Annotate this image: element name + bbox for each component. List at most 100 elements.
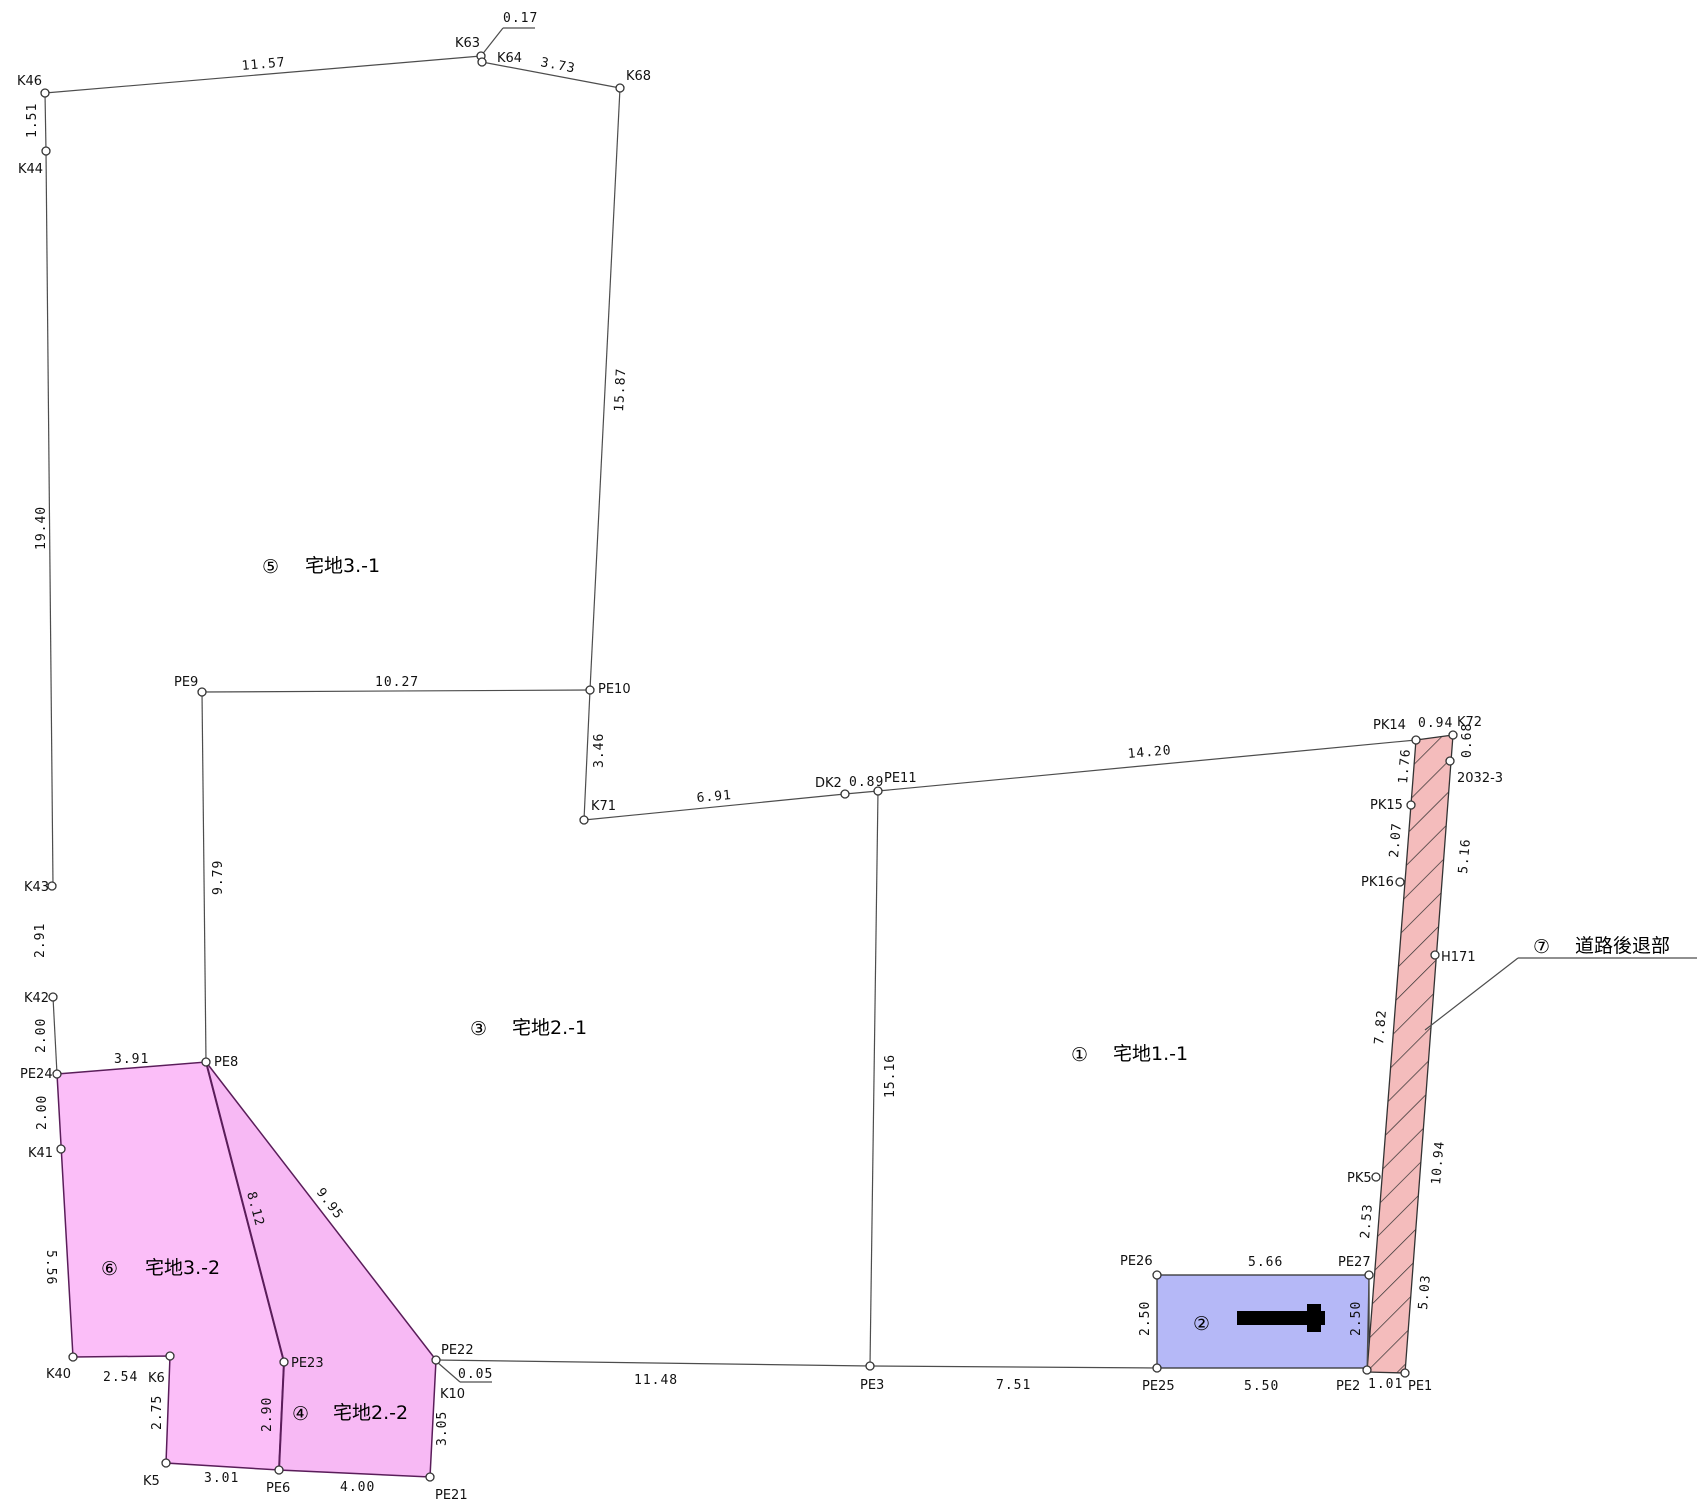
parcel-1-label: 宅地1.-1: [1113, 1043, 1188, 1065]
point-marker: [56, 1144, 66, 1154]
point-label-K72: K72: [1457, 715, 1482, 730]
point-label-PE3: PE3: [860, 1378, 884, 1393]
point-label-2032-3: 2032-3: [1457, 771, 1503, 786]
dimension-label: 0.17: [503, 11, 538, 26]
point-label-K40: K40: [46, 1367, 71, 1382]
parcel-7-number: ⑦: [1533, 936, 1550, 958]
point-label-K10: K10: [440, 1387, 465, 1402]
parcel-4-6-boundary-lower: [278, 1361, 285, 1471]
dimension-label: 10.27: [375, 675, 419, 690]
point-marker: [1371, 1172, 1381, 1182]
dimension-label: 5.56: [43, 1250, 58, 1285]
parcel-4-6-boundary: [205, 1061, 285, 1363]
dimension-label: 2.54: [103, 1370, 138, 1385]
point-marker: [274, 1465, 284, 1475]
dimension-label: 0.05: [458, 1367, 493, 1382]
point-marker: [68, 1352, 78, 1362]
point-marker: [579, 815, 589, 825]
point-label-PE2: PE2: [1336, 1379, 1360, 1394]
dimension-label: 11.57: [241, 55, 286, 74]
point-marker: [1448, 730, 1458, 740]
dimension-label: 3.46: [592, 733, 607, 768]
point-label-PE23: PE23: [291, 1356, 324, 1371]
point-label-K44: K44: [18, 162, 43, 177]
point-marker: [1362, 1365, 1372, 1375]
point-label-PE11: PE11: [884, 771, 917, 786]
dimension-label: 2.00: [34, 1018, 49, 1053]
dimension-label: 7.51: [996, 1378, 1031, 1393]
point-label-K64: K64: [497, 51, 522, 66]
parcel-1-number: ①: [1071, 1044, 1088, 1066]
dimension-label: 2.00: [35, 1095, 50, 1130]
redaction-block: [1237, 1311, 1325, 1325]
point-label-PE26: PE26: [1120, 1254, 1153, 1269]
dimension-label: 2.53: [1358, 1203, 1376, 1239]
point-label-PE9: PE9: [174, 675, 198, 690]
point-label-PK16: PK16: [1361, 875, 1394, 890]
dimension-label: 2.07: [1387, 822, 1405, 858]
redaction-block: [1307, 1304, 1321, 1332]
dimension-label: 2.90: [260, 1397, 275, 1432]
survey-points: [40, 51, 1458, 1482]
point-marker: [41, 146, 51, 156]
point-label-PE6: PE6: [266, 1481, 290, 1496]
parcel-4-label: 宅地2.-2: [333, 1402, 408, 1424]
point-marker: [477, 57, 487, 67]
point-label-K42: K42: [24, 991, 49, 1006]
point-label-DK2: DK2: [815, 776, 842, 791]
point-label-K6: K6: [148, 1371, 165, 1386]
point-marker: [840, 789, 850, 799]
point-marker: [52, 1069, 62, 1079]
parcel-6-label: 宅地3.-2: [145, 1257, 220, 1279]
dimension-label: 7.82: [1372, 1009, 1390, 1045]
dimension-label: 10.94: [1429, 1140, 1448, 1185]
point-label-K41: K41: [28, 1146, 53, 1161]
dimension-label: 6.91: [696, 788, 732, 806]
point-label-PE22: PE22: [441, 1343, 474, 1358]
point-label-PE10: PE10: [598, 682, 631, 697]
point-marker: [165, 1351, 175, 1361]
road-setback-area: [1366, 734, 1454, 1374]
dimension-label: 14.20: [1127, 743, 1172, 762]
point-labels: K63 K64 K46 K68 K44 PE9 PE10 PK14 K72 20…: [17, 36, 1503, 1501]
point-label-H171: H171: [1441, 950, 1476, 965]
dimension-label: 11.48: [634, 1373, 678, 1388]
parcel-5-number: ⑤: [262, 556, 279, 578]
dimension-label: 1.01: [1368, 1377, 1403, 1392]
dimension-label: 4.00: [340, 1480, 375, 1495]
point-marker: [1364, 1270, 1374, 1280]
dimension-label: 9.79: [211, 860, 226, 895]
dimension-label: 0.68: [1460, 723, 1475, 758]
point-marker: [1152, 1363, 1162, 1373]
point-label-PE25: PE25: [1142, 1379, 1175, 1394]
parcel-2-number: ②: [1193, 1313, 1210, 1335]
point-label-PE24: PE24: [20, 1067, 53, 1082]
dimension-label: 0.94: [1418, 716, 1453, 731]
point-marker: [1445, 756, 1455, 766]
point-marker: [431, 1355, 441, 1365]
point-marker: [279, 1357, 289, 1367]
point-marker: [865, 1361, 875, 1371]
dimension-label: 2.50: [1349, 1301, 1364, 1336]
dimension-label: 1.51: [25, 103, 40, 138]
point-marker: [48, 992, 58, 1002]
dimension-label: 5.50: [1244, 1379, 1279, 1394]
parcel-5-label: 宅地3.-1: [305, 555, 380, 577]
dimension-label: 3.05: [435, 1411, 450, 1446]
dimension-label: 5.66: [1248, 1255, 1283, 1270]
point-marker: [585, 685, 595, 695]
point-marker: [161, 1458, 171, 1468]
point-marker: [615, 83, 625, 93]
point-marker: [47, 881, 57, 891]
dimension-label: 1.76: [1396, 748, 1414, 784]
parcel-3-number: ③: [470, 1018, 487, 1040]
point-label-PK5: PK5: [1347, 1171, 1372, 1186]
parcel-labels: ① 宅地1.-1 ② ③ 宅地2.-1 ④ 宅地2.-2 ⑤ 宅地3.-1 ⑥ …: [101, 555, 1670, 1425]
dimension-label: 5.03: [1416, 1274, 1434, 1310]
point-label-K46: K46: [17, 74, 42, 89]
point-marker: [1411, 735, 1421, 745]
leader-lines: [436, 27, 1697, 1383]
point-label-K71: K71: [591, 799, 616, 814]
point-label-PE8: PE8: [214, 1055, 238, 1070]
